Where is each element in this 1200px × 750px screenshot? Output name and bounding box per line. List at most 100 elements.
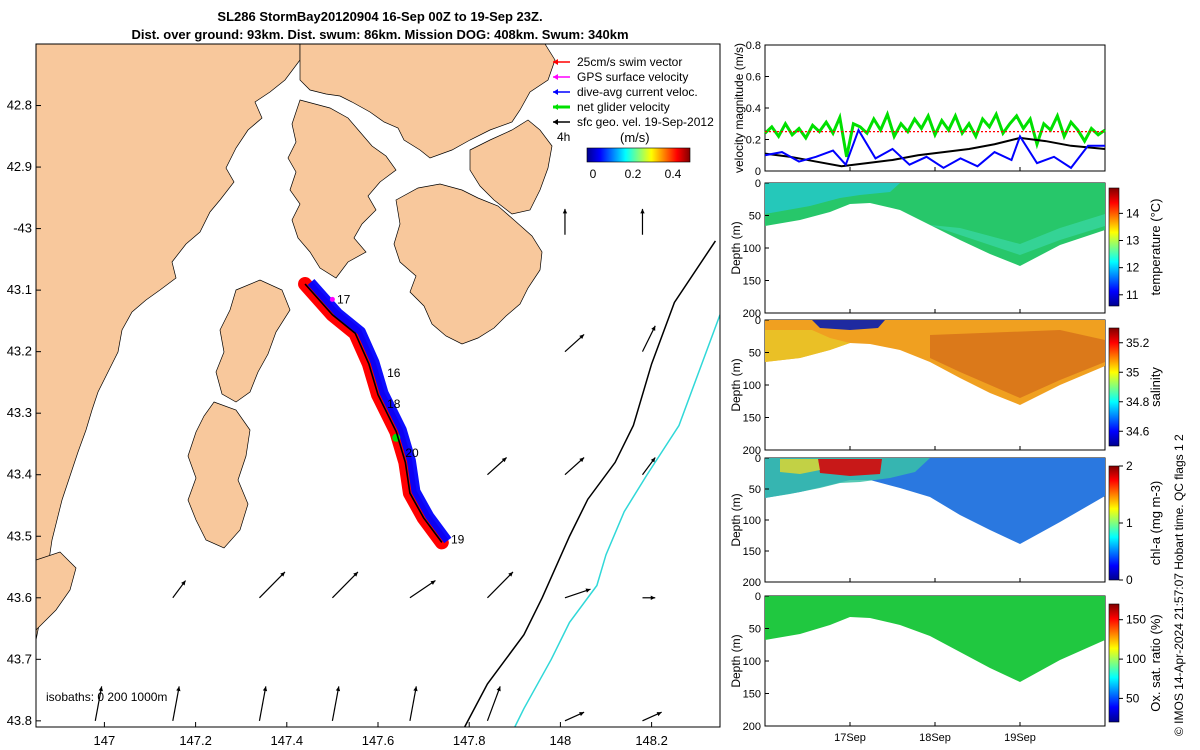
velocity-y-tick-label: 0.4 <box>746 103 761 115</box>
colorbar-label: chl-a (mg m-3) <box>1148 481 1163 566</box>
map-x-tick-label: 147.6 <box>362 733 395 748</box>
land-south-arm <box>215 279 291 403</box>
geo-arrow <box>562 208 568 235</box>
geo-arrow <box>409 686 418 721</box>
salinity-deep-core <box>930 330 1105 398</box>
colorbar-tick-label: 12 <box>1126 261 1140 275</box>
day-label: 19 <box>451 532 465 546</box>
velocity-ylabel: velocity magnitude (m/s) <box>732 43 746 173</box>
legend-item: dive-avg current veloc. <box>553 85 698 99</box>
isobaths-label: isobaths: 0 200 1000m <box>46 690 168 704</box>
colorbar-tick-label: 100 <box>1126 652 1146 666</box>
land-east-coast <box>469 119 553 215</box>
land-tasman-peninsula <box>393 183 543 345</box>
legend-label: net glider velocity <box>577 100 670 114</box>
section-y-tick-label: 100 <box>743 656 761 668</box>
map-x-tick-label: 147.2 <box>179 733 212 748</box>
geo-arrow <box>641 325 656 352</box>
colorbar-tick-label: 1 <box>1126 516 1133 530</box>
map-y-tick-label: 43.4 <box>7 467 32 482</box>
map-x-tick-label: 147.8 <box>453 733 486 748</box>
section-y-tick-label: 0 <box>755 453 761 465</box>
day-labels: 17 16 18 20 19 <box>337 292 465 546</box>
colorbar-label: Ox. sat. ratio (%) <box>1148 614 1163 712</box>
legend-label: GPS surface velocity <box>577 70 688 84</box>
section-y-tick-label: 200 <box>743 577 761 589</box>
velocity-panel: 0 0.2 0.4 0.6 0.8 velocity magnitude (m/s) <box>732 40 1106 178</box>
geo-arrow <box>487 571 514 599</box>
section-ylabel: Depth (m) <box>729 221 743 274</box>
oxygen-field <box>765 596 1105 682</box>
map-y-tick-label: 43.6 <box>7 590 32 605</box>
section-y-tick-label: 150 <box>743 276 761 288</box>
section-x-tick-label: 19Sep <box>1004 732 1036 744</box>
gps-velocity-marker <box>329 296 335 302</box>
map-y-tick-label: 43.3 <box>7 405 32 420</box>
temperature-colorbar <box>1108 187 1120 307</box>
section-y-tick-label: 200 <box>743 721 761 733</box>
velocity-series-line <box>763 109 1106 158</box>
colorbar-tick-label: 34.8 <box>1126 395 1150 409</box>
map-y-tick-label: 43.5 <box>7 528 32 543</box>
geo-arrow <box>331 571 359 599</box>
day-label: 17 <box>337 292 351 306</box>
geo-arrow <box>564 457 585 476</box>
chart-title: SL286 StormBay20120904 16-Sep 00Z to 19-… <box>217 9 543 24</box>
salinity-colorbar <box>1108 327 1120 447</box>
colorbar-tick-label: 0 <box>1126 573 1133 587</box>
colorbar-tick-0: 0 <box>590 167 597 181</box>
salinity-panel <box>764 319 1106 451</box>
glider-track-line <box>304 283 443 543</box>
geo-arrow <box>94 686 103 721</box>
geo-arrow <box>172 580 187 599</box>
chlorophyll-colorbar <box>1108 465 1120 581</box>
chlorophyll-panel <box>764 457 1106 583</box>
geo-arrow <box>486 686 501 722</box>
section-panels: 0 50 100 150 200 Depth (m) 0 50 100 150 200 Depth (… <box>729 178 1106 744</box>
map-x-tick-label: 147 <box>94 733 116 748</box>
section-ylabel: Depth (m) <box>729 358 743 411</box>
salinity-shallow-yellow <box>765 330 850 362</box>
geo-arrow <box>409 580 436 599</box>
geo-arrow <box>642 595 656 600</box>
geo-arrow <box>564 711 585 722</box>
velocity-series-line <box>764 136 1106 168</box>
geo-arrow <box>564 333 585 353</box>
geo-arrow <box>259 571 286 599</box>
chlorophyll-surface-yellow <box>780 459 820 474</box>
legend-item: GPS surface velocity <box>553 70 688 84</box>
legend-label: dive-avg current veloc. <box>577 85 698 99</box>
temperature-cyan-band <box>930 214 1105 255</box>
map-y-axis: 42.8 42.9 -43 43.1 43.2 43.3 43.4 43.5 43.6 43.7 4… <box>7 98 41 728</box>
legend-item: 25cm/s swim vector <box>553 55 682 69</box>
velocity-frame <box>764 44 1106 172</box>
colorbar-tick-label: 150 <box>1126 613 1146 627</box>
velocity-y-axis: 0 0.2 0.4 0.6 0.8 <box>746 40 1021 178</box>
geo-arrow <box>641 457 656 476</box>
isobath-200m <box>463 240 717 727</box>
colorbar-tick-label: 11 <box>1126 288 1139 302</box>
section-y-tick-label: 0 <box>755 315 761 327</box>
legend-item: net glider velocity <box>553 100 670 114</box>
section-y-tick-label: 50 <box>749 348 761 360</box>
legend-label: 25cm/s swim vector <box>577 55 682 69</box>
oxygen-colorbar <box>1108 603 1120 723</box>
colorbar-label: salinity <box>1148 367 1163 407</box>
speed-colorbar <box>586 147 691 163</box>
map-x-tick-label: 147.4 <box>271 733 304 748</box>
map-y-tick-label: 43.8 <box>7 713 32 728</box>
section-x-tick-label: 18Sep <box>919 732 951 744</box>
dive-avg-band <box>307 278 452 544</box>
velocity-series <box>763 109 1106 170</box>
land-coastline-south <box>36 551 77 631</box>
geo-arrow <box>642 711 662 722</box>
map-y-tick-label: -43 <box>13 221 32 236</box>
section-ylabel: Depth (m) <box>729 493 743 546</box>
section-y-tick-label: 50 <box>749 484 761 496</box>
map-y-tick-label: 42.8 <box>7 98 32 113</box>
geo-arrow <box>331 686 341 721</box>
geo-arrow <box>258 686 268 721</box>
velocity-series-line <box>764 127 1105 170</box>
